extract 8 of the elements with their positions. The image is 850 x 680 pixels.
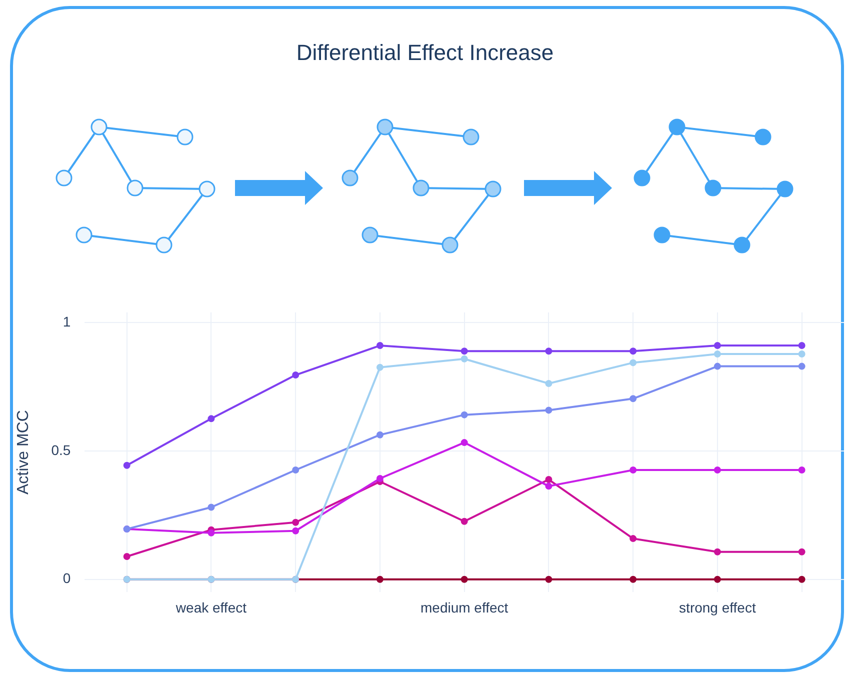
x-tick-label: medium effect (420, 599, 508, 616)
x-tick-label: weak effect (174, 599, 247, 616)
y-tick-label: 0 (62, 570, 71, 586)
chart-title: Differential Effect Increase (295, 40, 555, 66)
x-tick-label: strong effect (679, 599, 756, 616)
y-tick-label: 1 (62, 314, 71, 330)
y-axis-title: Active MCC (15, 410, 32, 495)
y-tick-label: 0.5 (51, 442, 71, 458)
